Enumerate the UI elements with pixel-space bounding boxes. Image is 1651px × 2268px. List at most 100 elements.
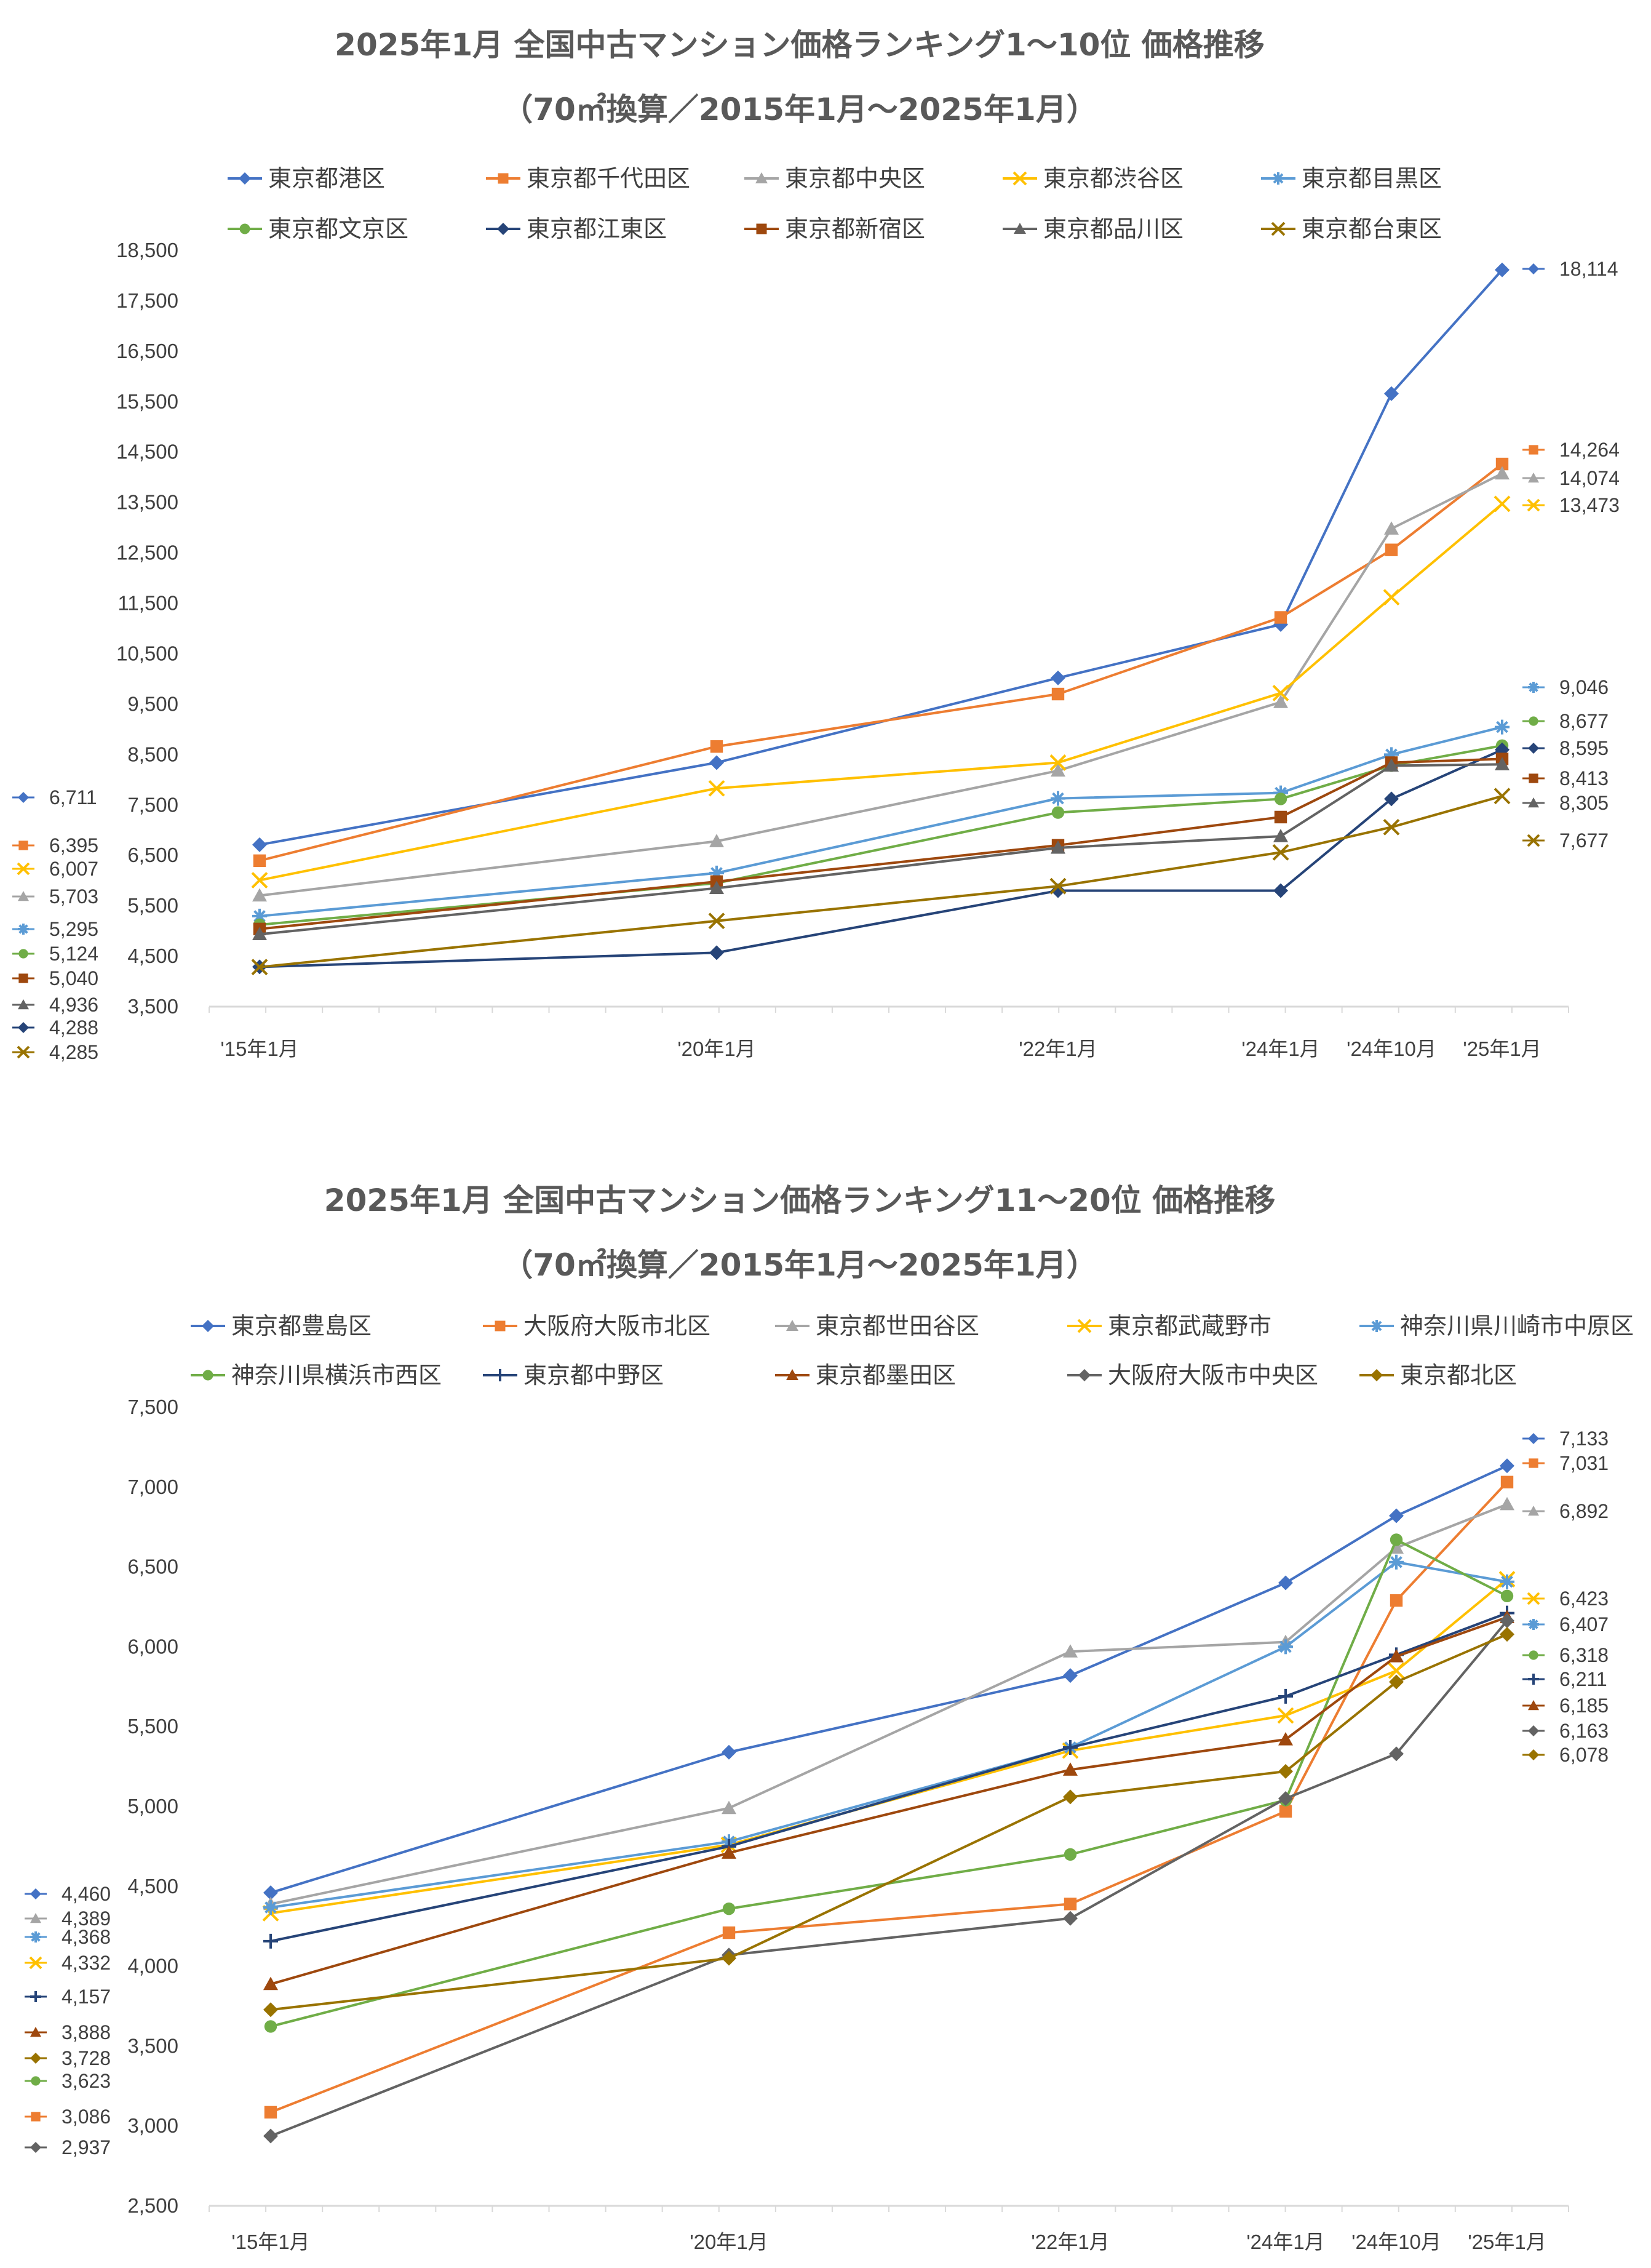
y-tick-label: 13,500: [116, 491, 178, 514]
end-value-text: 18,114: [1559, 258, 1618, 280]
end-value-label: 6,318: [1522, 1644, 1609, 1666]
end-value-label: 8,305: [1522, 792, 1609, 814]
legend-label: 東京都新宿区: [785, 215, 925, 242]
legend-entry: 東京都北区: [1359, 1362, 1517, 1389]
start-tag-marker: [18, 999, 29, 1010]
start-tag-marker: [18, 949, 28, 959]
x-tick-label: '20年1月: [677, 1037, 755, 1060]
start-value-text: 4,285: [49, 1041, 98, 1063]
series-1-line: [270, 1464, 1508, 1895]
series-10-point: [722, 1951, 736, 1966]
start-value-label: 4,285: [12, 1041, 98, 1063]
start-value-text: 3,086: [62, 2106, 111, 2128]
start-value-text: 6,007: [49, 858, 98, 880]
end-value-text: 6,892: [1559, 1500, 1609, 1522]
series-4-line: [259, 503, 1503, 882]
chart-2-title: 2025年1月 全国中古マンション価格ランキング11～20位 価格推移: [324, 1183, 1275, 1218]
series-2: [253, 457, 1509, 868]
y-tick-label: 11,500: [118, 592, 178, 615]
series-1-point: [1384, 386, 1399, 401]
start-tag-marker: [30, 2027, 41, 2037]
legend-entry: 東京都渋谷区: [1003, 165, 1184, 192]
legend-swatch-marker: [1014, 223, 1026, 234]
series-8-point: [263, 1976, 278, 1990]
series-3-point: [1495, 466, 1510, 480]
x-tick-label: '24年1月: [1246, 2230, 1324, 2253]
chart-1-title: 2025年1月 全国中古マンション価格ランキング1～10位 価格推移: [335, 27, 1265, 63]
series-4: [251, 495, 1511, 889]
legend-entry: 東京都武蔵野市: [1067, 1312, 1271, 1340]
legend-label: 神奈川県横浜市西区: [231, 1362, 442, 1389]
x-tick-label: '24年10月: [1351, 2230, 1441, 2253]
chart-1: 2025年1月 全国中古マンション価格ランキング1～10位 価格推移 （70㎡換…: [12, 27, 1620, 1063]
series-1-point: [263, 1885, 278, 1901]
series-4-point: [1494, 495, 1511, 513]
start-value-text: 4,332: [62, 1952, 111, 1974]
end-tag-marker: [1528, 1506, 1539, 1516]
series-2-point: [264, 2106, 277, 2119]
start-value-text: 3,728: [62, 2047, 111, 2069]
y-tick-label: 9,500: [127, 692, 178, 715]
end-tag-marker: [1528, 797, 1539, 808]
start-value-label: 6,711: [12, 786, 97, 809]
end-value-label: 7,677: [1522, 829, 1609, 852]
legend-swatch-marker: [494, 1369, 506, 1381]
series-6-point: [1500, 1589, 1514, 1603]
start-value-label: 5,295: [12, 918, 98, 940]
start-tag-marker: [18, 792, 29, 803]
series-8-point: [1278, 1731, 1293, 1746]
legend-entry: 神奈川県横浜市西区: [191, 1362, 442, 1389]
series-2-point: [1051, 687, 1065, 701]
series-4-point: [1277, 1707, 1294, 1724]
x-tick-label: '20年1月: [690, 2230, 768, 2253]
end-value-label: 6,892: [1522, 1500, 1609, 1522]
series-9-point: [709, 880, 724, 895]
series-5-point: [1278, 1639, 1293, 1655]
series-8-point: [722, 1845, 736, 1859]
series-9-point: [263, 2128, 278, 2144]
start-value-text: 4,460: [62, 1883, 111, 1905]
end-value-text: 6,211: [1559, 1668, 1607, 1690]
end-value-text: 8,413: [1559, 767, 1609, 789]
start-value-text: 4,288: [49, 1016, 98, 1039]
series-10-point: [1500, 1627, 1514, 1642]
start-value-label: 5,040: [12, 967, 98, 989]
legend-entry: 東京都新宿区: [744, 215, 925, 242]
x-tick-label: '25年1月: [1463, 1037, 1541, 1060]
chart-2-series: [262, 1458, 1516, 2144]
start-value-text: 4,157: [62, 1986, 111, 2008]
series-6-point: [1390, 1533, 1403, 1546]
series-6-line: [270, 1538, 1508, 2028]
end-value-text: 6,185: [1559, 1695, 1609, 1717]
series-9-point: [1495, 757, 1510, 770]
y-tick-label: 10,500: [116, 642, 178, 665]
end-tag-marker: [1529, 1458, 1538, 1468]
start-value-label: 4,288: [12, 1016, 98, 1039]
start-tag-marker: [18, 1022, 29, 1033]
series-9-point: [1389, 1746, 1404, 1762]
y-tick-label: 7,000: [127, 1475, 178, 1498]
end-tag-marker: [1527, 834, 1540, 847]
start-value-label: 3,728: [25, 2047, 111, 2069]
series-10-point: [708, 912, 725, 930]
end-value-text: 6,318: [1559, 1644, 1609, 1666]
legend-label: 大阪府大阪市北区: [523, 1312, 710, 1340]
chart-2: 2025年1月 全国中古マンション価格ランキング11～20位 価格推移 （70㎡…: [25, 1183, 1634, 2253]
end-value-text: 14,264: [1559, 439, 1620, 461]
series-5-point: [1051, 791, 1065, 806]
end-tag-marker: [1528, 1749, 1539, 1760]
series-4-point: [251, 872, 268, 889]
legend-swatch-marker: [239, 223, 250, 234]
end-tag-marker: [1528, 1433, 1539, 1444]
end-value-label: 8,677: [1522, 710, 1609, 732]
start-tag-marker: [30, 1931, 41, 1943]
end-value-text: 7,031: [1559, 1452, 1609, 1474]
series-2-point: [1390, 1594, 1403, 1607]
x-tick-label: '24年1月: [1241, 1037, 1319, 1060]
series-8-point: [1274, 810, 1287, 824]
end-value-text: 6,163: [1559, 1720, 1609, 1742]
series-1-point: [709, 755, 724, 770]
start-tag-marker: [31, 2076, 41, 2086]
series-2-point: [1385, 543, 1398, 556]
legend-entry: 東京都台東区: [1261, 215, 1442, 242]
